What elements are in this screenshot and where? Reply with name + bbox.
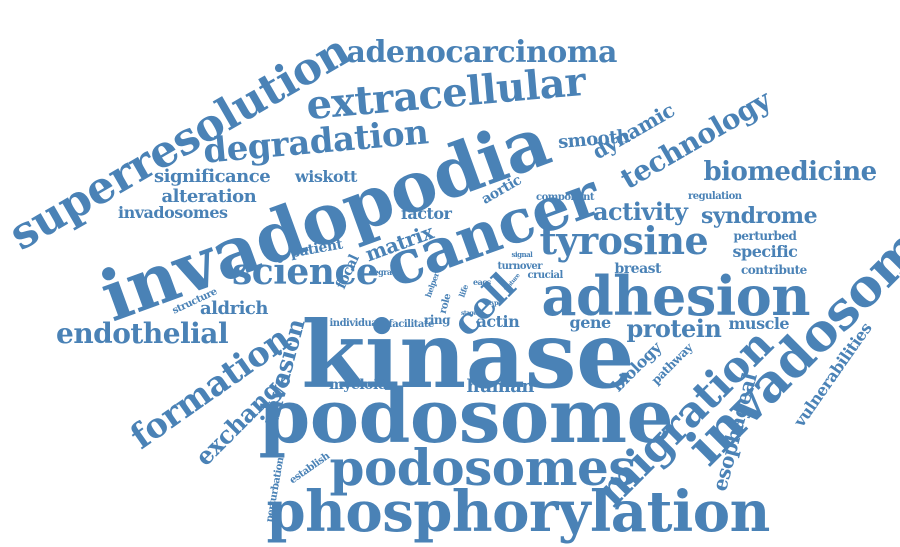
word-eacs: eacs (473, 277, 491, 287)
word-alteration: alteration (161, 186, 257, 207)
word-gene: gene (569, 313, 612, 332)
word-aldrich: aldrich (200, 298, 268, 319)
word-syndrome: syndrome (701, 203, 818, 229)
word-breast: breast (614, 261, 662, 277)
word-factor: factor (401, 204, 452, 223)
word-perturbed: perturbed (733, 229, 797, 243)
word-podosome: podosome (258, 374, 674, 460)
word-stage: stage (461, 310, 477, 317)
word-wiskott: wiskott (295, 167, 357, 186)
word-tyrosine: tyrosine (539, 218, 709, 263)
word-phosphorylation: phosphorylation (266, 479, 771, 545)
word-human: human (466, 376, 535, 397)
word-specific: specific (732, 242, 798, 261)
word-kinase: kinase (301, 301, 635, 409)
word-turnover: turnover (497, 261, 543, 272)
word-type: type (489, 300, 502, 307)
word-component: component (536, 192, 595, 203)
word-signal: signal (511, 249, 533, 259)
word-regulation: regulation (688, 191, 742, 202)
word-significance: significance (154, 166, 271, 187)
word-adhesion: adhesion (541, 264, 811, 328)
word-facilitate: facilitate (388, 319, 435, 330)
word-contribute: contribute (741, 263, 807, 277)
word-ring: ring (424, 313, 451, 327)
word-muscle: muscle (728, 314, 790, 333)
word-invadosomes: invadosomes (118, 203, 228, 222)
word-endothelial: endothelial (56, 317, 229, 350)
word-science: science (232, 251, 379, 293)
word-myeloid: myeloid (329, 377, 388, 393)
word-podosomes: podosomes (329, 438, 637, 497)
word-degrade: degrade (368, 267, 402, 277)
word-activity: activity (593, 197, 688, 226)
word-actin: actin (476, 312, 520, 331)
word-adenocarcinoma: adenocarcinoma (346, 35, 618, 70)
word-individual: individual (329, 318, 382, 329)
word-crucial: crucial (527, 270, 564, 281)
word-biomedicine: biomedicine (703, 157, 878, 187)
word-protein: protein (626, 314, 722, 343)
